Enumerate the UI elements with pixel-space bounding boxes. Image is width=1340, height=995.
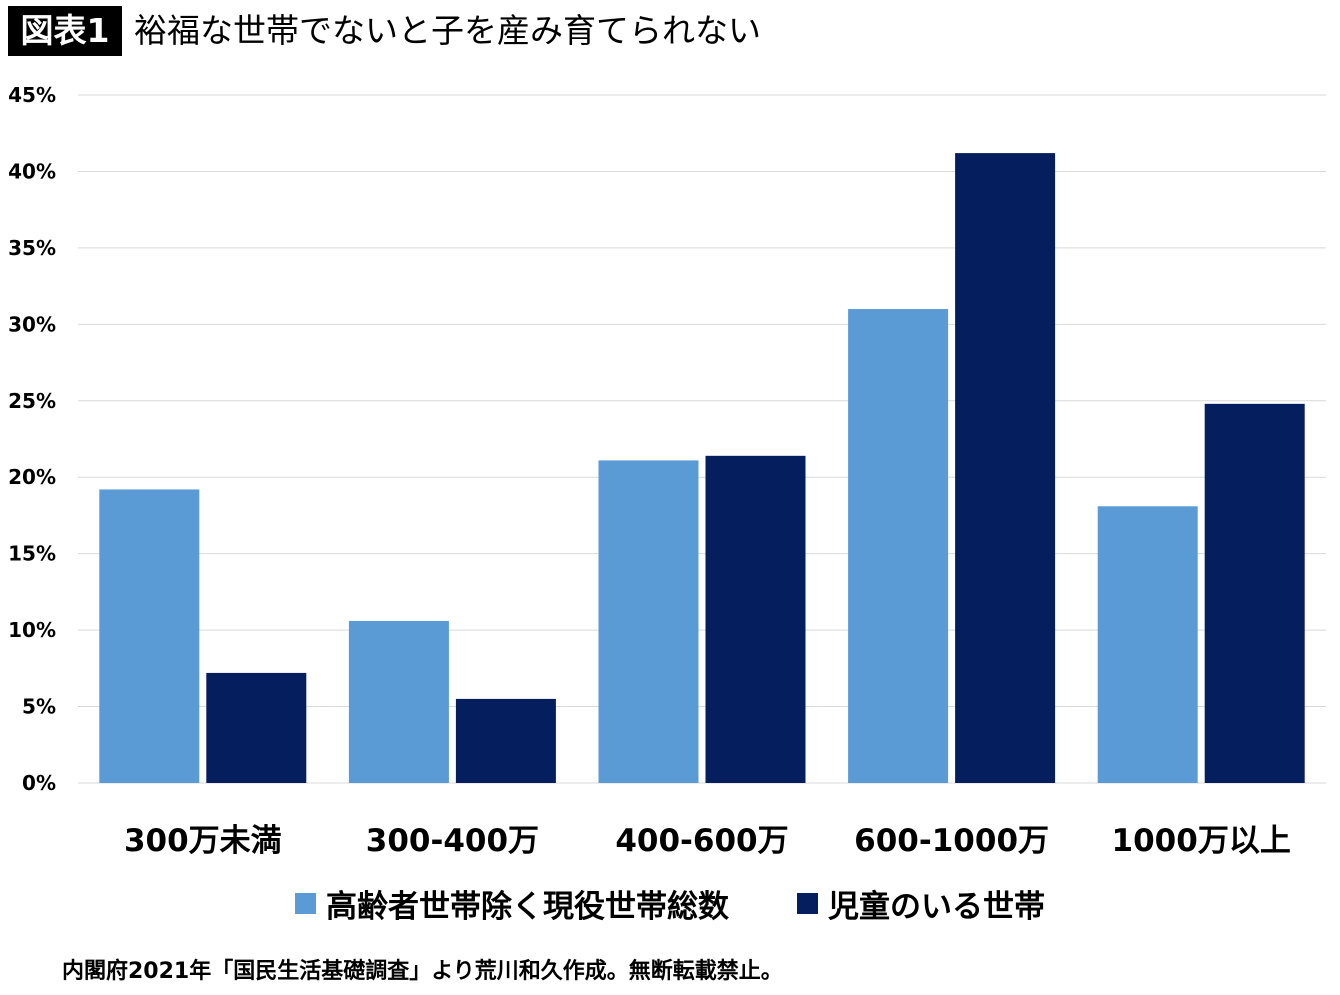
x-tick-label: 300万未満 [124,823,282,859]
x-tick-label: 400-600万 [615,823,788,859]
legend-label-households-with-children: 児童のいる世帯 [828,888,1045,925]
x-tick-label: 600-1000万 [854,823,1049,859]
y-tick-label: 10% [8,618,56,642]
y-tick-label: 20% [8,465,56,489]
source-note: 内閣府2021年「国民生活基礎調査」より荒川和久作成。無断転載禁止。 [62,959,783,984]
bar-working-households [1097,506,1198,783]
bar-households-with-children [955,153,1056,783]
y-tick-label: 40% [8,159,56,183]
legend-label-working-households: 高齢者世帯除く現役世帯総数 [326,888,729,925]
legend-item-working-households: 高齢者世帯除く現役世帯総数 [295,881,729,926]
y-tick-label: 5% [22,695,56,719]
x-tick-label: 300-400万 [366,823,539,859]
figure-label-badge: 図表1 [8,6,122,56]
y-tick-label: 15% [8,542,56,566]
y-tick-label: 30% [8,312,56,336]
bar-working-households [99,489,200,783]
legend: 高齢者世帯除く現役世帯総数 児童のいる世帯 [0,878,1340,928]
bar-working-households [598,460,699,783]
bar-working-households [348,620,449,783]
x-tick-label: 1000万以上 [1112,823,1291,859]
y-tick-label: 45% [8,83,56,107]
y-tick-label: 0% [22,771,56,795]
legend-item-households-with-children: 児童のいる世帯 [797,881,1045,926]
y-tick-label: 25% [8,389,56,413]
bar-households-with-children [455,698,556,783]
bar-households-with-children [705,455,806,783]
chart-title: 裕福な世帯でないと子を産み育てられない [134,11,761,50]
legend-swatch-households-with-children [797,892,818,914]
bar-households-with-children [1204,403,1305,783]
legend-swatch-working-households [295,892,316,914]
bar-working-households [848,309,949,783]
bar-households-with-children [206,672,307,783]
y-tick-label: 35% [8,236,56,260]
